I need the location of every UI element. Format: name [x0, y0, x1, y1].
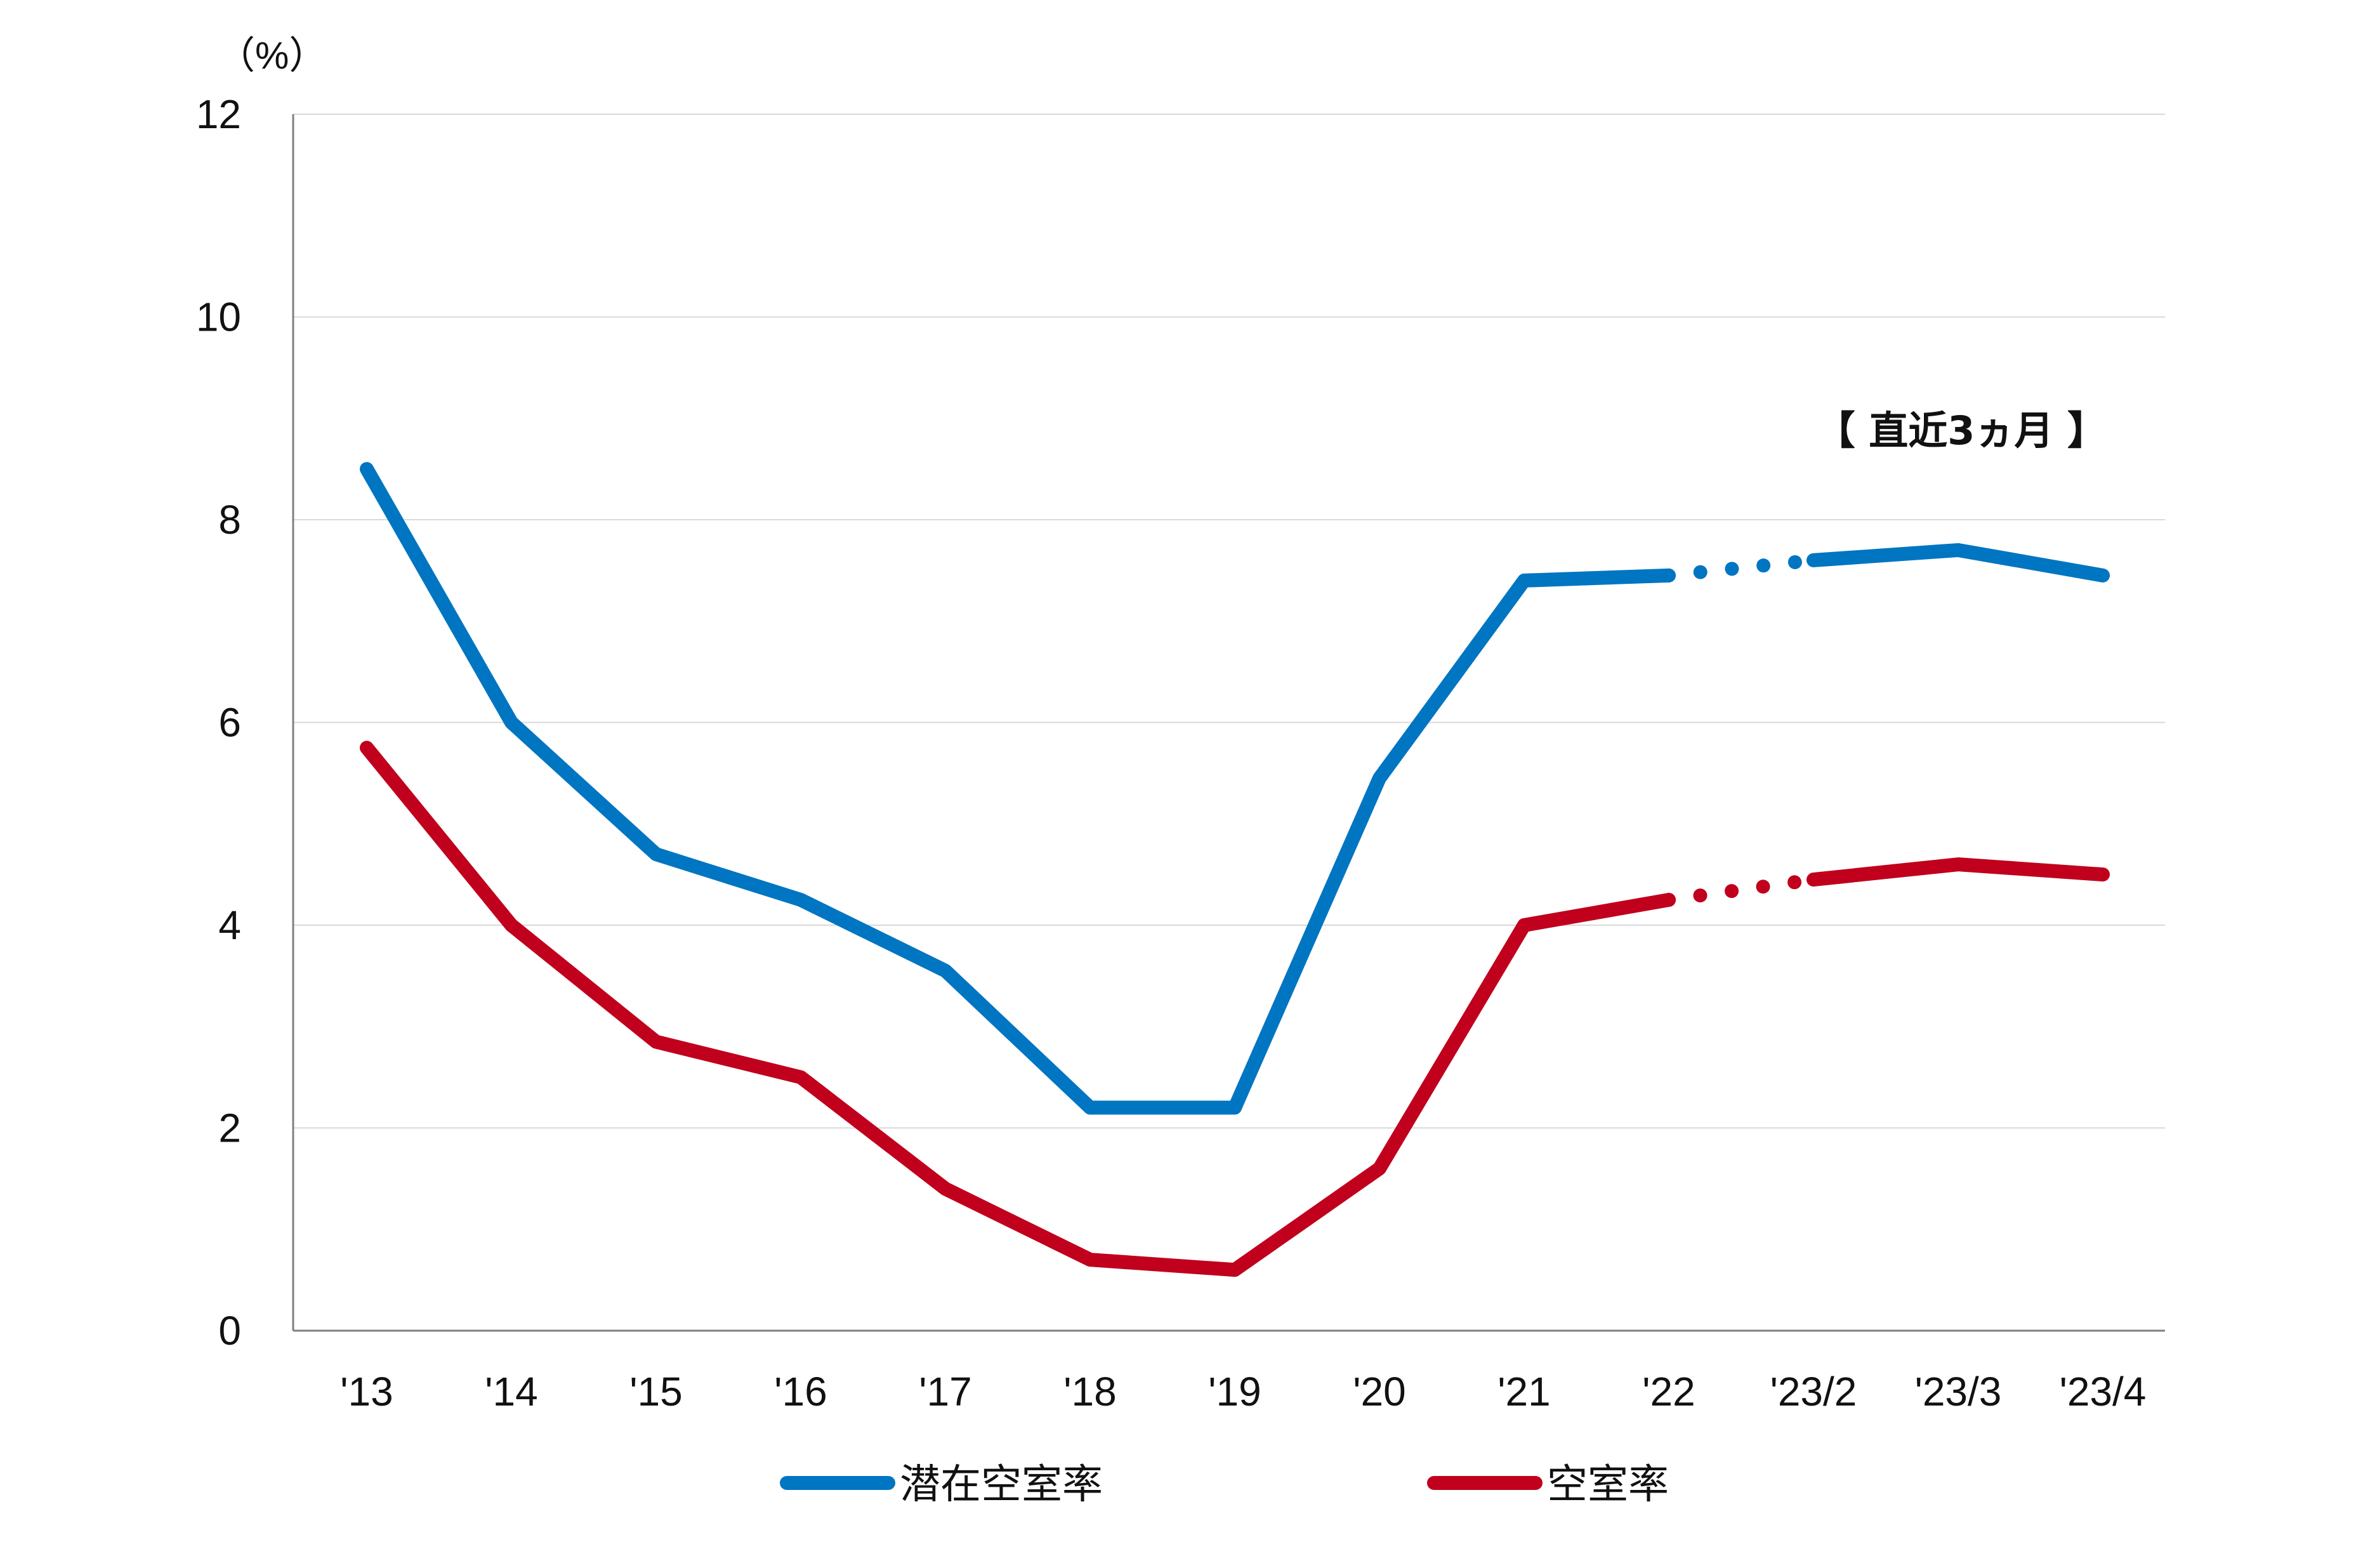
x-tick-label: '13 [340, 1369, 393, 1414]
x-tick-label: '17 [919, 1369, 971, 1414]
x-tick-labels: '13 '14 '15 '16 '17 '18 '19 '20 '21 '22 '23/2 '23/3… [340, 1369, 2146, 1414]
axes [292, 114, 2165, 1332]
x-tick-label: '23/3 [1915, 1369, 2002, 1414]
y-axis-label: （%） [217, 34, 327, 77]
x-tick-label: '16 [774, 1369, 827, 1414]
y-tick-label: 6 [218, 700, 241, 746]
x-tick-label: '23/4 [2060, 1369, 2147, 1414]
y-tick-label: 10 [196, 294, 241, 340]
series-dotted-segment-0 [1662, 553, 1820, 583]
series-line-0-part2 [1806, 543, 2110, 583]
series-dotted-segment-1 [1662, 873, 1820, 907]
y-tick-label: 8 [218, 497, 241, 543]
x-tick-label: '23/2 [1770, 1369, 1857, 1414]
recent-months-annotation: 【 直近3ヵ月 】 [1816, 407, 2107, 454]
legend: 潜在空室率 空室率 [780, 1461, 1669, 1508]
x-tick-label: '18 [1063, 1369, 1116, 1414]
y-tick-label: 0 [218, 1308, 241, 1354]
y-tick-label: 2 [218, 1105, 241, 1151]
y-tick-label: 12 [196, 91, 241, 137]
series-lines [360, 462, 2110, 1277]
x-tick-label: '21 [1497, 1369, 1550, 1414]
y-tick-label: 4 [218, 902, 241, 948]
x-tick-label: '15 [629, 1369, 682, 1414]
x-tick-label: '20 [1353, 1369, 1405, 1414]
series-line-0-part1 [360, 462, 1676, 1115]
x-tick-label: '22 [1642, 1369, 1695, 1414]
legend-label: 空室率 [1547, 1461, 1669, 1508]
series-line-1-part1 [360, 741, 1676, 1277]
series-line-1-part2 [1806, 857, 2110, 887]
x-tick-label: '19 [1208, 1369, 1261, 1414]
y-tick-labels: 0 2 4 6 8 10 12 [196, 91, 241, 1354]
gridlines [293, 114, 2165, 1129]
legend-label: 潜在空室率 [900, 1461, 1103, 1508]
x-tick-label: '14 [485, 1369, 537, 1414]
